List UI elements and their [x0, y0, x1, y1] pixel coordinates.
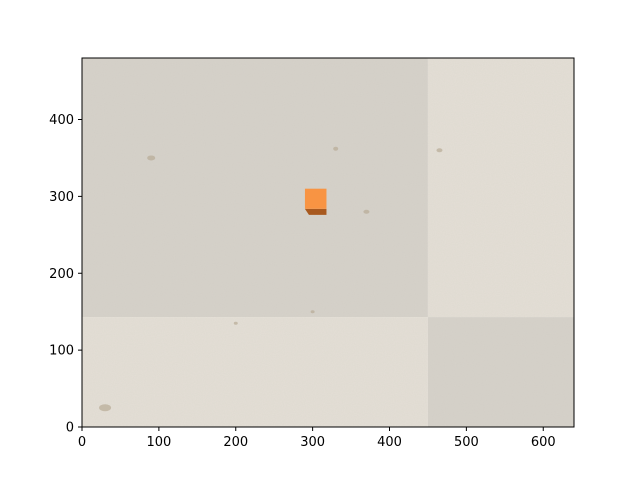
x-axis: 0 100 200 300 400 500 600 [78, 427, 556, 450]
floor-speck [147, 155, 156, 161]
y-tick-label: 300 [49, 190, 74, 205]
orange-cube[interactable] [304, 188, 327, 209]
y-tick-label: 100 [49, 344, 74, 359]
floor-speck [363, 209, 370, 214]
floor-speck [436, 148, 443, 153]
plot-area[interactable] [82, 58, 574, 427]
y-axis: 0 100 200 300 400 [49, 113, 82, 436]
x-tick-label: 200 [223, 435, 248, 450]
floor-speck [333, 146, 339, 151]
floor-speck [99, 404, 112, 412]
x-tick-label: 300 [300, 435, 325, 450]
x-tick-label: 500 [454, 435, 479, 450]
floor-speck [310, 310, 315, 314]
axes-border [81, 57, 575, 428]
x-tick-label: 0 [78, 435, 86, 450]
x-tick-label: 100 [146, 435, 171, 450]
y-tick-label: 0 [66, 421, 74, 436]
floor-speck [233, 321, 238, 325]
y-tick-label: 400 [49, 113, 74, 128]
y-tick-label: 200 [49, 267, 74, 282]
orange-cube-base [304, 208, 327, 215]
axes-frame [81, 57, 575, 428]
x-tick-label: 400 [377, 435, 402, 450]
x-tick-label: 600 [531, 435, 556, 450]
floor-texture [82, 58, 574, 427]
